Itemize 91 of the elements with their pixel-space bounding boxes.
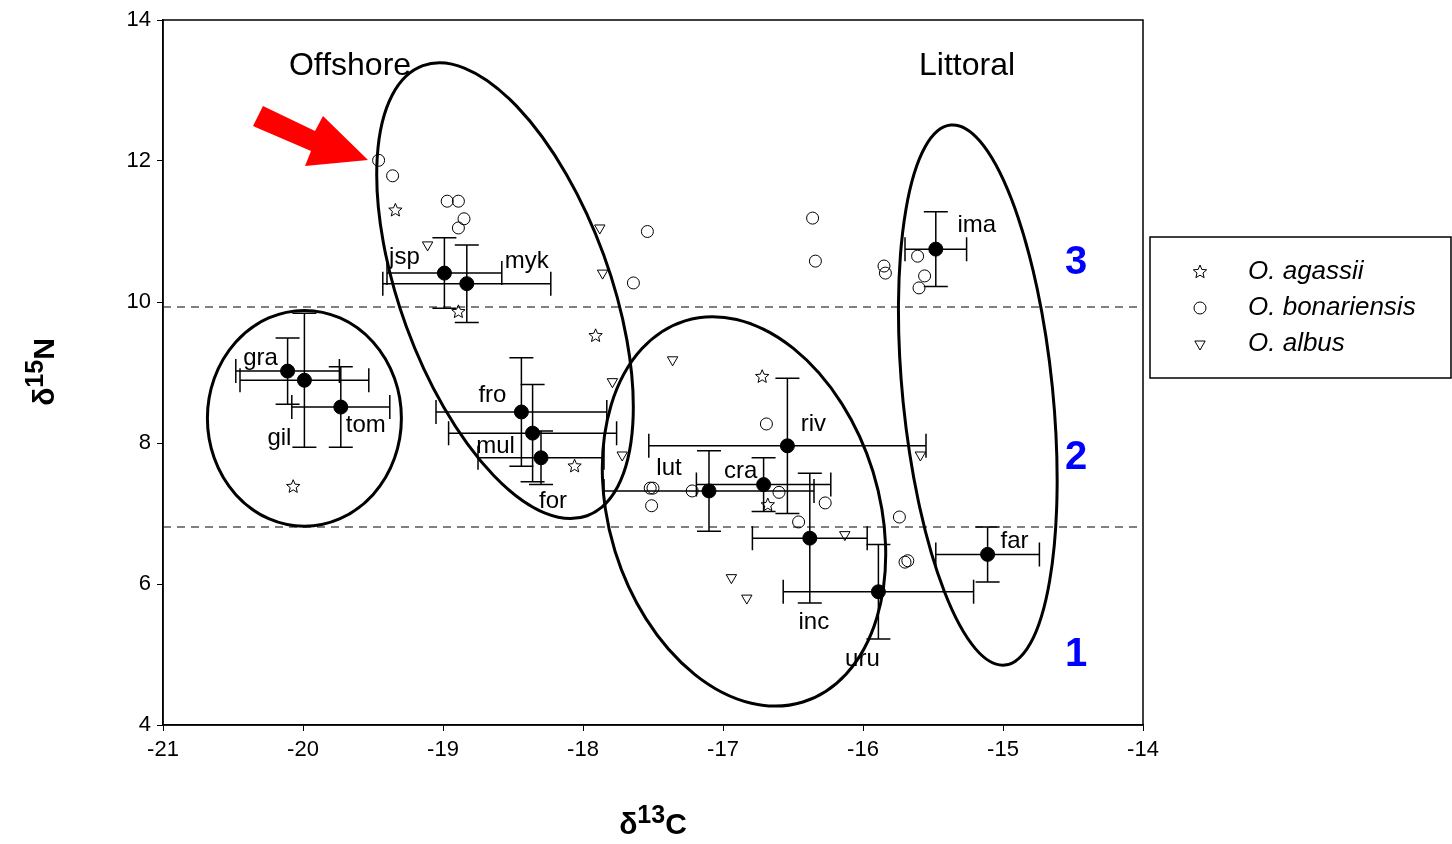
- data-label: lut: [656, 452, 682, 480]
- point: [792, 515, 806, 529]
- point: [451, 304, 466, 319]
- point: [513, 404, 529, 420]
- point: [912, 281, 926, 295]
- data-label: ima: [957, 209, 997, 237]
- point: [388, 202, 403, 217]
- y-tick-label: 6: [138, 570, 151, 596]
- annotation: Offshore: [288, 45, 412, 82]
- x-tick-label: -21: [147, 736, 179, 762]
- data-label: jsp: [388, 241, 420, 269]
- y-tick-label: 14: [126, 6, 151, 32]
- annotation: 2: [1064, 433, 1088, 478]
- point: [440, 194, 454, 208]
- point: [616, 451, 628, 462]
- x-axis-title: δ$^{13}$C: [618, 800, 688, 841]
- point: [701, 483, 717, 499]
- point: [756, 477, 772, 493]
- point: [918, 269, 932, 283]
- point: [772, 485, 786, 499]
- point: [451, 194, 465, 208]
- y-tick-label: 12: [126, 147, 151, 173]
- point: [685, 484, 699, 498]
- point: [760, 497, 775, 512]
- legend-label: O. albus: [1248, 327, 1345, 358]
- point: [594, 224, 606, 235]
- point: [892, 510, 906, 524]
- point: [802, 530, 818, 546]
- point: [878, 266, 892, 280]
- point: [533, 450, 549, 466]
- y-tick-label: 10: [126, 288, 151, 314]
- point: [640, 225, 654, 238]
- point: [877, 259, 891, 273]
- point: [333, 399, 349, 415]
- point: [870, 584, 886, 600]
- point: [818, 496, 832, 510]
- data-label: cra: [723, 456, 758, 484]
- annotation: 3: [1064, 238, 1088, 283]
- annotation: 1: [1064, 630, 1088, 675]
- legend-label: O. bonariensis: [1248, 291, 1416, 322]
- point: [645, 499, 659, 513]
- point: [567, 458, 582, 473]
- data-label: tom: [345, 409, 386, 437]
- point: [372, 153, 386, 167]
- data-label: myk: [504, 246, 550, 274]
- x-tick-label: -19: [427, 736, 459, 762]
- data-label: gra: [243, 342, 279, 370]
- point: [839, 531, 851, 542]
- x-tick-label: -20: [287, 736, 319, 762]
- x-tick-label: -16: [847, 736, 879, 762]
- annotation: Littoral: [918, 45, 1016, 82]
- point: [980, 546, 996, 562]
- data-label: mul: [476, 430, 515, 458]
- y-tick-label: 4: [138, 711, 151, 737]
- point: [914, 451, 927, 462]
- x-tick-label: -18: [567, 736, 599, 762]
- legend-label: O. agassii: [1248, 255, 1365, 286]
- point: [421, 241, 434, 252]
- point: [928, 241, 944, 257]
- point: [606, 378, 619, 389]
- data-label: for: [538, 486, 568, 514]
- point: [779, 438, 795, 454]
- data-label: gil: [267, 422, 292, 450]
- point: [525, 425, 541, 441]
- point: [459, 276, 475, 292]
- data-label: far: [1000, 526, 1029, 554]
- point: [755, 369, 770, 383]
- point: [911, 249, 925, 263]
- point: [806, 211, 820, 225]
- point: [741, 594, 753, 605]
- x-tick-label: -17: [707, 736, 739, 762]
- point: [296, 372, 312, 388]
- point: [386, 169, 400, 183]
- point: [451, 221, 465, 235]
- point: [280, 363, 296, 379]
- point: [596, 269, 609, 280]
- point: [588, 328, 603, 342]
- point: [436, 265, 452, 281]
- point: [808, 254, 822, 268]
- data-label: inc: [798, 606, 830, 634]
- data-label: fro: [478, 379, 507, 407]
- x-tick-label: -14: [1127, 736, 1159, 762]
- data-label: riv: [800, 409, 827, 437]
- point: [725, 574, 738, 585]
- point: [666, 356, 679, 367]
- y-tick-label: 8: [138, 429, 151, 455]
- point: [286, 479, 301, 493]
- point: [759, 417, 773, 431]
- x-tick-label: -15: [987, 736, 1019, 762]
- point: [457, 212, 471, 226]
- point: [626, 276, 640, 290]
